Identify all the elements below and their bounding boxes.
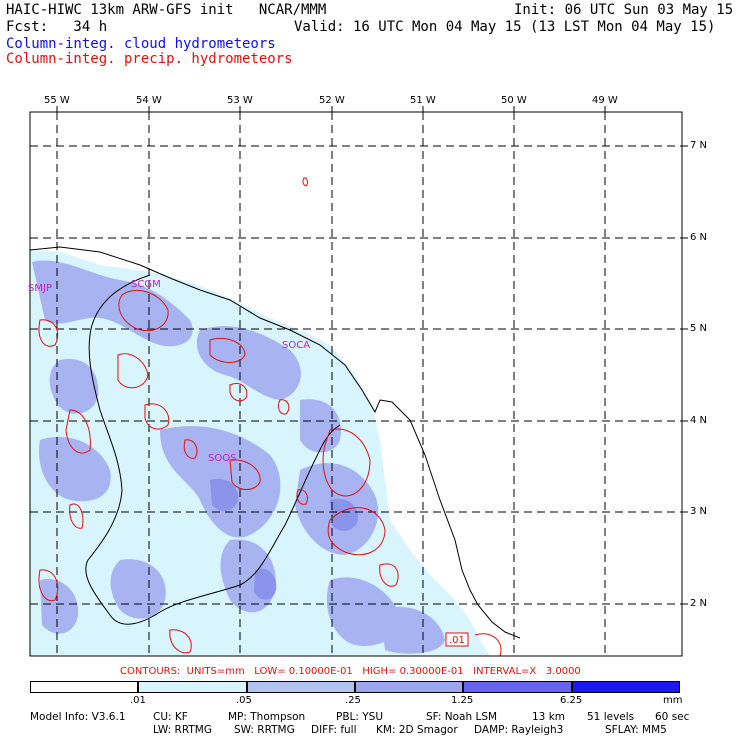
- colorbar-segment: [571, 681, 680, 693]
- footer-resolution: 13 km: [532, 711, 566, 723]
- colorbar-segment: [246, 681, 355, 693]
- colorbar-tick-625: 6.25: [560, 695, 583, 706]
- precip-contours: [38, 177, 502, 656]
- cloud-shading-medium: [32, 260, 445, 654]
- footer-cu: CU: KF: [153, 711, 188, 723]
- contour-label-box: [445, 632, 469, 647]
- colorbar-segment: [463, 681, 572, 693]
- colorbar-tick-01: .01: [130, 695, 146, 706]
- station-smjp: SMJP: [28, 283, 52, 294]
- lon-label-49w: 49 W: [592, 95, 618, 106]
- footer-diff: DIFF: full: [311, 724, 357, 736]
- lat-label-4n: 4 N: [690, 415, 708, 426]
- field-precip-label: Column-integ. precip. hydrometeors: [6, 51, 293, 67]
- footer-sf: SF: Noah LSM: [426, 711, 498, 723]
- lon-label-51w: 51 W: [410, 95, 436, 106]
- valid-time: Valid: 16 UTC Mon 04 May 15 (13 LST Mon …: [294, 19, 716, 35]
- station-soca: SOCA: [282, 340, 311, 351]
- colorbar-segment: [138, 681, 247, 693]
- lon-label-50w: 50 W: [501, 95, 527, 106]
- lat-label-6n: 6 N: [690, 232, 708, 243]
- axis-ticks: [56, 106, 688, 605]
- footer-timestep: 60 sec: [655, 711, 690, 723]
- contour-label-text: .01: [449, 635, 465, 646]
- colorbar-tick-125: 1.25: [451, 695, 474, 706]
- contours-info: CONTOURS: UNITS=mm LOW= 0.10000E-01 HIGH…: [120, 666, 581, 677]
- footer-levels: 51 levels: [587, 711, 635, 723]
- footer-km: KM: 2D Smagor: [376, 724, 458, 736]
- footer-lw: LW: RRTMG: [153, 724, 212, 736]
- lat-label-5n: 5 N: [690, 323, 708, 334]
- lon-label-55w: 55 W: [44, 95, 70, 106]
- lat-label-2n: 2 N: [690, 598, 708, 609]
- cloud-shading-dark: [210, 478, 359, 600]
- plot-frame: [29, 111, 683, 657]
- lon-label-53w: 53 W: [227, 95, 253, 106]
- lon-label-54w: 54 W: [136, 95, 162, 106]
- field-cloud-label: Column-integ. cloud hydrometeors: [6, 36, 276, 52]
- station-soos: SOOS: [208, 453, 237, 464]
- forecast-hour: Fcst: 34 h: [6, 19, 108, 35]
- colorbar-tick-25: .25: [345, 695, 361, 706]
- init-time: Init: 06 UTC Sun 03 May 15: [514, 2, 734, 18]
- colorbar-segment: [30, 681, 139, 693]
- footer-sflay: SFLAY: MM5: [605, 724, 667, 736]
- model-title: HAIC-HIWC 13km ARW-GFS init NCAR/MMM: [6, 2, 327, 18]
- lat-label-3n: 3 N: [690, 506, 708, 517]
- footer-mp: MP: Thompson: [228, 711, 306, 723]
- lon-label-52w: 52 W: [319, 95, 345, 106]
- footer-pbl: PBL: YSU: [336, 711, 384, 723]
- station-scgm: SCGM: [131, 279, 161, 290]
- colorbar-unit: mm: [663, 695, 683, 706]
- colorbar-segment: [355, 681, 464, 693]
- footer-sw: SW: RRTMG: [234, 724, 295, 736]
- footer-model-info: Model Info: V3.6.1: [30, 711, 126, 723]
- lat-label-7n: 7 N: [690, 140, 708, 151]
- coastline: [30, 246, 521, 639]
- footer-damp: DAMP: Rayleigh3: [474, 724, 564, 736]
- colorbar-tick-05: .05: [236, 695, 252, 706]
